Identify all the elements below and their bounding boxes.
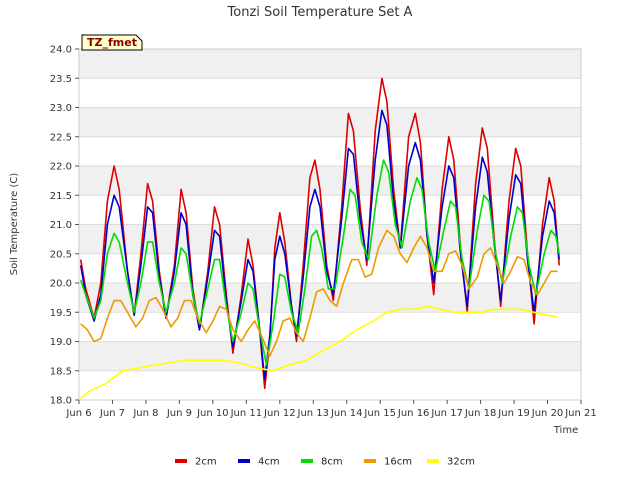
plot-band	[79, 224, 581, 254]
y-tick-label: 23.5	[50, 74, 72, 85]
site-badge-label: TZ_fmet	[87, 36, 137, 49]
legend-label-32cm: 32cm	[447, 457, 475, 468]
x-tick-label: Jun 20	[531, 408, 564, 419]
y-tick-label: 23.0	[50, 103, 72, 114]
legend-swatch-32cm	[427, 459, 439, 463]
y-axis-label: Soil Temperature (C)	[9, 173, 20, 276]
x-tick-label: Jun 7	[99, 408, 125, 419]
x-tick-label: Jun 15	[363, 408, 396, 419]
y-tick-label: 24.0	[50, 45, 72, 56]
legend-swatch-4cm	[238, 459, 250, 463]
legend-swatch-8cm	[301, 459, 313, 463]
legend-label-16cm: 16cm	[384, 457, 412, 468]
y-tick-label: 19.0	[50, 337, 72, 348]
x-tick-label: Jun 10	[196, 408, 229, 419]
x-tick-label: Jun 18	[464, 408, 497, 419]
x-tick-label: Jun 13	[297, 408, 330, 419]
series-line-16cm	[80, 229, 558, 357]
y-tick-label: 21.5	[50, 191, 72, 202]
y-tick-label: 22.5	[50, 132, 72, 143]
x-tick-label: Jun 11	[230, 408, 263, 419]
x-tick-label: Jun 14	[330, 408, 363, 419]
x-tick-label: Jun 9	[166, 408, 192, 419]
legend-label-4cm: 4cm	[258, 457, 280, 468]
legend-label-8cm: 8cm	[321, 457, 343, 468]
legend-swatch-16cm	[364, 459, 376, 463]
y-tick-label: 22.0	[50, 162, 72, 173]
chart-title: Tonzi Soil Temperature Set A	[227, 5, 413, 20]
plot-bands	[79, 49, 581, 371]
y-tick-label: 21.0	[50, 220, 72, 231]
series-lines	[79, 77, 560, 400]
site-badge: TZ_fmet	[81, 34, 143, 51]
x-axis-label: Time	[553, 425, 578, 436]
y-tick-label: 18.5	[50, 366, 72, 377]
y-tick-label: 20.5	[50, 249, 72, 260]
site-badge-shape	[81, 34, 143, 51]
x-tick-label: Jun 8	[132, 408, 158, 419]
x-axis-ticks: Jun 6 Jun 7 Jun 8 Jun 9 Jun 10 Jun 11 Jun 12 Ju…	[65, 400, 597, 419]
y-tick-label: 19.5	[50, 308, 72, 319]
x-tick-label: Jun 6	[65, 408, 91, 419]
x-tick-label: Jun 21	[564, 408, 597, 419]
plot-band	[79, 166, 581, 196]
series-line-32cm	[80, 305, 558, 400]
plot-band	[79, 49, 581, 79]
y-tick-label: 18.0	[50, 396, 72, 407]
y-axis-ticks: 18.0 18.5 19.0 19.5 20.0 20.5 21.0 21.5 22.0 22.5…	[50, 45, 79, 407]
series-line-8cm	[79, 159, 560, 366]
legend-label-2cm: 2cm	[195, 457, 217, 468]
x-tick-label: Jun 16	[397, 408, 430, 419]
x-tick-label: Jun 17	[430, 408, 463, 419]
x-tick-label: Jun 19	[497, 408, 530, 419]
y-tick-label: 20.0	[50, 279, 72, 290]
legend-swatch-2cm	[175, 459, 187, 463]
x-tick-label: Jun 12	[263, 408, 296, 419]
legend: 2cm 4cm 8cm 16cm 32cm	[175, 457, 475, 468]
plot-band	[79, 107, 581, 137]
